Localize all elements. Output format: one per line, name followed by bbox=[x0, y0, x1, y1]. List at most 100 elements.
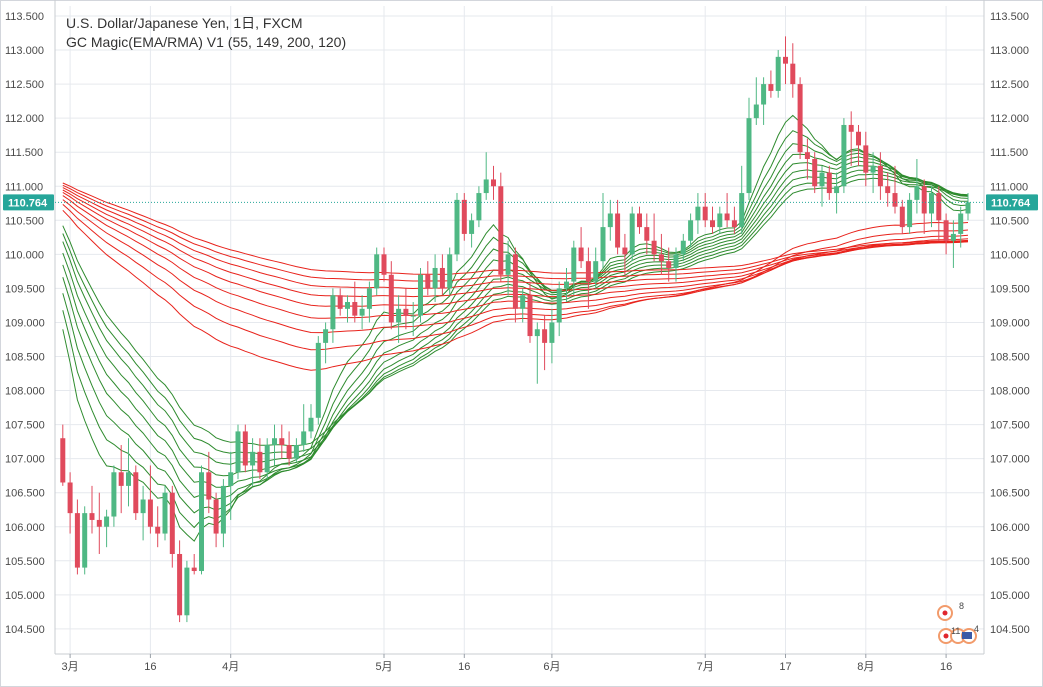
y-tick-label-left: 109.000 bbox=[5, 317, 45, 329]
y-tick-label-right: 113.000 bbox=[990, 45, 1029, 57]
candle-body bbox=[717, 213, 723, 228]
y-tick-label-left: 112.000 bbox=[5, 113, 44, 125]
candle-body bbox=[622, 247, 628, 255]
price-tag-left-text: 110.764 bbox=[8, 197, 48, 209]
x-tick-label: 16 bbox=[144, 661, 156, 673]
candle-body bbox=[89, 513, 95, 520]
candle-body bbox=[943, 220, 949, 241]
candle-body bbox=[907, 199, 913, 228]
candle-body bbox=[264, 445, 270, 473]
candle-body bbox=[651, 240, 657, 255]
candle-body bbox=[454, 199, 460, 255]
y-tick-label-right: 107.000 bbox=[990, 454, 1030, 466]
candle-body bbox=[790, 63, 796, 85]
y-tick-label-left: 112.500 bbox=[5, 79, 44, 91]
candle-body bbox=[585, 261, 591, 282]
candle-body bbox=[169, 492, 175, 554]
candle-body bbox=[899, 206, 905, 228]
y-tick-label-right: 105.500 bbox=[990, 556, 1030, 568]
x-tick-label: 7月 bbox=[697, 661, 714, 673]
candle-body bbox=[746, 118, 752, 194]
candle-body bbox=[432, 267, 438, 289]
candle-body bbox=[826, 172, 832, 194]
y-tick-label-right: 111.500 bbox=[990, 147, 1028, 159]
candle-body bbox=[96, 519, 102, 527]
price-tag-right-bg bbox=[986, 194, 1038, 211]
candle-body bbox=[520, 295, 526, 309]
event-flag-icon-bottom-dot bbox=[943, 633, 949, 639]
candle-body bbox=[593, 261, 599, 282]
y-tick-label-left: 109.500 bbox=[5, 283, 45, 295]
event-flag-icon-top-dot bbox=[942, 610, 948, 616]
candle-body bbox=[892, 193, 898, 207]
candle-body bbox=[914, 186, 920, 200]
candle-body bbox=[534, 329, 540, 337]
candle-body bbox=[600, 227, 606, 262]
candle-body bbox=[315, 342, 321, 418]
candle-body bbox=[220, 485, 226, 534]
candle-body bbox=[702, 206, 708, 221]
candle-body bbox=[571, 247, 577, 282]
candle-body bbox=[498, 186, 504, 275]
candle-body bbox=[666, 261, 672, 268]
grid-layer bbox=[54, 0, 985, 655]
y-tick-label-left: 104.500 bbox=[5, 624, 45, 636]
y-tick-label-left: 110.000 bbox=[5, 249, 44, 261]
candle-body bbox=[731, 220, 737, 228]
x-tick-label: 8月 bbox=[857, 661, 874, 673]
candle-body bbox=[929, 193, 934, 214]
x-tick-label: 17 bbox=[779, 661, 791, 673]
candle-body bbox=[797, 84, 803, 153]
candle-body bbox=[505, 254, 511, 275]
y-tick-label-right: 112.000 bbox=[990, 113, 1029, 125]
candle-body bbox=[877, 165, 883, 187]
y-axis-right[interactable]: 113.500 113.000 112.500 112.000 111.500 111.0… bbox=[990, 11, 1030, 636]
candle-body bbox=[272, 438, 277, 446]
x-tick-label: 16 bbox=[458, 661, 470, 673]
candle-body bbox=[425, 274, 431, 289]
candle-body bbox=[228, 472, 234, 486]
symbol-title[interactable]: U.S. Dollar/Japanese Yen, 1日, FXCM bbox=[66, 15, 303, 31]
candle-body bbox=[126, 472, 131, 486]
candle-body bbox=[863, 145, 869, 173]
y-tick-label-right: 113.500 bbox=[990, 11, 1029, 23]
candle-body bbox=[615, 213, 621, 248]
candle-body bbox=[118, 472, 124, 486]
candle-body bbox=[804, 152, 810, 160]
candle-body bbox=[578, 247, 584, 262]
candle-body bbox=[104, 516, 110, 527]
y-tick-label-left: 105.000 bbox=[5, 590, 45, 602]
candle-body bbox=[783, 56, 788, 64]
candle-body bbox=[337, 295, 343, 309]
candle-body bbox=[527, 295, 533, 337]
event-markers[interactable]: 8 11 4 bbox=[937, 601, 979, 644]
candle-body bbox=[556, 288, 562, 323]
y-tick-label-left: 113.000 bbox=[5, 45, 44, 57]
candle-body bbox=[184, 567, 190, 616]
candle-body bbox=[841, 124, 847, 187]
candle-body bbox=[213, 499, 219, 534]
candle-body bbox=[549, 322, 555, 343]
candle-body bbox=[374, 254, 380, 289]
candle-body bbox=[958, 213, 964, 234]
x-tick-label: 6月 bbox=[543, 661, 560, 673]
candle-body bbox=[512, 254, 518, 309]
candle-body bbox=[753, 104, 759, 119]
y-tick-label-left: 111.000 bbox=[5, 181, 43, 193]
candle-layer[interactable] bbox=[60, 36, 971, 623]
candle-body bbox=[111, 472, 117, 517]
candle-body bbox=[366, 288, 372, 309]
candle-body bbox=[724, 213, 730, 221]
fast-ribbon-line bbox=[62, 153, 969, 500]
y-tick-label-right: 111.000 bbox=[990, 181, 1028, 193]
price-tag-right: 110.764 bbox=[986, 194, 1038, 211]
candle-body bbox=[921, 186, 927, 214]
fast-ribbon-line bbox=[62, 160, 969, 488]
candle-body bbox=[856, 131, 861, 146]
y-tick-label-right: 108.000 bbox=[990, 386, 1030, 398]
y-tick-label-left: 107.500 bbox=[5, 420, 45, 432]
indicator-label[interactable]: GC Magic(EMA/RMA) V1 (55, 149, 200, 120) bbox=[66, 34, 347, 50]
y-tick-label-left: 113.500 bbox=[5, 11, 44, 23]
x-axis[interactable]: 3月 16 4月 5月 16 6月 7月 17 8月 16 bbox=[62, 654, 953, 673]
